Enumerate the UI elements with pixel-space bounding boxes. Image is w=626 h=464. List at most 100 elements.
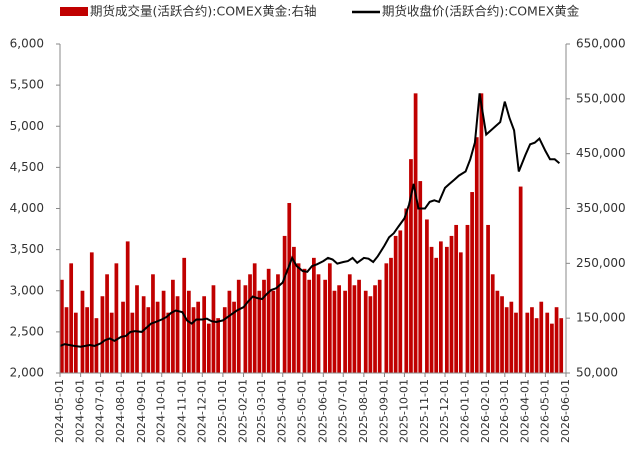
- y2-tick-label: 50,000: [576, 366, 618, 380]
- bar: [357, 279, 361, 373]
- x-tick-label: 2025-06-01: [316, 379, 329, 443]
- bar: [191, 307, 196, 373]
- legend-label: 期货成交量(活跃合约):COMEX黄金:右轴: [90, 4, 317, 19]
- bar: [458, 252, 463, 373]
- x-tick-label: 2025-09-01: [377, 379, 390, 443]
- x-tick-label: 2026-06-01: [559, 379, 572, 443]
- bar: [125, 241, 130, 373]
- x-tick-label: 2026-01-01: [459, 379, 472, 443]
- x-tick-label: 2026-05-01: [538, 379, 551, 443]
- bar: [504, 307, 509, 373]
- bar: [307, 279, 312, 373]
- x-tick-label: 2026-03-01: [498, 379, 511, 443]
- bar: [474, 137, 479, 373]
- bar: [146, 307, 151, 373]
- bar: [490, 274, 495, 373]
- bar: [509, 301, 514, 373]
- y2-tick-label: 250,000: [576, 256, 626, 270]
- bar: [434, 257, 439, 373]
- legend-label: 期货收盘价(活跃合约):COMEX黄金: [382, 4, 580, 19]
- bar: [73, 312, 78, 373]
- bar: [262, 279, 266, 373]
- x-tick-label: 2024-05-01: [53, 379, 66, 443]
- y-tick-label: 2,500: [10, 324, 44, 338]
- x-tick-label: 2024-10-01: [155, 379, 168, 443]
- y2-tick-label: 450,000: [576, 146, 626, 160]
- bar: [470, 192, 474, 373]
- bar: [539, 301, 544, 373]
- bar: [161, 290, 166, 373]
- bar: [232, 301, 236, 373]
- price-line: [59, 93, 561, 348]
- x-tick-label: 2025-10-01: [397, 379, 410, 443]
- bar: [222, 307, 227, 373]
- x-tick-label: 2025-08-01: [357, 379, 370, 443]
- bar: [64, 307, 69, 373]
- y-tick-label: 3,000: [10, 283, 44, 297]
- x-tick-label: 2025-02-01: [237, 379, 250, 443]
- bar: [155, 301, 160, 373]
- bar: [296, 263, 301, 373]
- bar: [377, 279, 382, 373]
- bar: [211, 285, 216, 373]
- bar: [454, 224, 459, 373]
- bar: [554, 307, 559, 373]
- y2-tick-label: 350,000: [576, 201, 626, 215]
- bar: [352, 285, 357, 373]
- bar: [418, 181, 423, 373]
- y-tick-label: 5,500: [10, 78, 44, 92]
- bar: [69, 263, 74, 373]
- bar: [130, 312, 135, 373]
- bar: [550, 323, 554, 373]
- bar: [384, 263, 389, 373]
- bar: [243, 285, 248, 373]
- bar: [276, 274, 280, 373]
- bar: [100, 296, 105, 373]
- bar: [323, 279, 328, 373]
- legend-swatch: [60, 7, 88, 16]
- bar: [545, 312, 550, 373]
- bar: [257, 290, 262, 373]
- bar: [327, 263, 332, 373]
- bar: [465, 224, 470, 373]
- x-tick-label: 2025-03-01: [255, 379, 268, 443]
- bar: [479, 93, 484, 373]
- x-tick-label: 2024-11-01: [175, 379, 188, 443]
- bar: [109, 312, 114, 373]
- x-tick-label: 2025-05-01: [296, 379, 309, 443]
- y-tick-label: 3,500: [10, 242, 44, 256]
- bar: [332, 290, 337, 373]
- bar: [413, 93, 418, 373]
- bar: [316, 274, 321, 373]
- x-tick-label: 2025-01-01: [216, 379, 229, 443]
- bar: [393, 235, 398, 373]
- bar: [486, 224, 490, 373]
- bar: [196, 301, 201, 373]
- bar: [347, 274, 352, 373]
- y2-tick-label: 550,000: [576, 91, 626, 105]
- x-tick-label: 2024-12-01: [195, 379, 208, 443]
- bar: [534, 318, 539, 373]
- bar: [135, 285, 139, 373]
- y-tick-label: 6,000: [10, 37, 44, 51]
- bar: [60, 279, 64, 373]
- bar: [206, 323, 211, 373]
- x-tick-label: 2025-11-01: [418, 379, 431, 443]
- bar: [363, 290, 368, 373]
- bar: [171, 279, 175, 373]
- bar: [449, 235, 454, 373]
- bar: [525, 312, 530, 373]
- bar: [302, 268, 307, 373]
- bar: [343, 290, 347, 373]
- bar: [266, 268, 271, 373]
- bar: [89, 252, 94, 373]
- bar: [271, 290, 276, 373]
- x-tick-label: 2025-07-01: [336, 379, 349, 443]
- bar: [500, 296, 504, 373]
- bar: [404, 208, 409, 373]
- bar: [559, 318, 564, 373]
- bar: [80, 290, 85, 373]
- y-tick-label: 4,000: [10, 201, 44, 215]
- bar: [495, 290, 500, 373]
- x-tick-label: 2025-04-01: [276, 379, 289, 443]
